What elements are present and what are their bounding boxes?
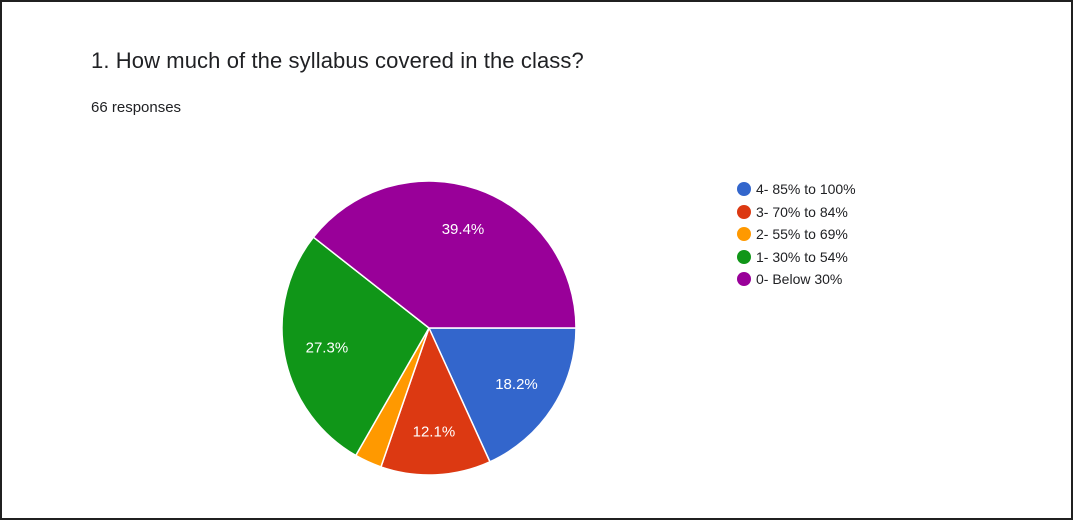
pie-slice-4[interactable] [281,236,430,457]
slice-data-label: 27.3% [306,339,349,356]
pie-slice-1[interactable] [427,327,577,463]
legend-swatch-icon [737,272,751,287]
legend-label: 2- 55% to 69% [756,226,848,243]
legend-item[interactable]: 3- 70% to 84% [737,201,856,224]
legend-item[interactable]: 4- 85% to 100% [737,178,856,201]
pie-slice-5[interactable] [312,180,577,329]
legend-swatch-icon [737,182,751,197]
legend-label: 4- 85% to 100% [756,181,856,198]
slice-data-label: 12.1% [413,423,456,440]
slice-data-label: 18.2% [495,376,538,393]
legend-item[interactable]: 2- 55% to 69% [737,223,856,246]
pie-slices [281,180,577,476]
legend-swatch-icon [737,227,751,242]
legend-label: 3- 70% to 84% [756,203,848,220]
pie-slice-2[interactable] [379,325,491,476]
chart-legend: 4- 85% to 100% 3- 70% to 84% 2- 55% to 6… [737,178,856,291]
response-count: 66 responses [91,99,182,116]
question-title: 1. How much of the syllabus covered in t… [91,48,584,73]
legend-item[interactable]: 0- Below 30% [737,268,856,291]
legend-swatch-icon [737,204,751,219]
legend-item[interactable]: 1- 30% to 54% [737,246,856,269]
legend-label: 0- Below 30% [756,271,843,288]
pie-labels: 18.2% 12.1% 27.3% 39.4% [306,221,538,440]
legend-swatch-icon [737,249,751,264]
legend-label: 1- 30% to 54% [756,248,848,265]
slice-data-label: 39.4% [442,221,485,238]
